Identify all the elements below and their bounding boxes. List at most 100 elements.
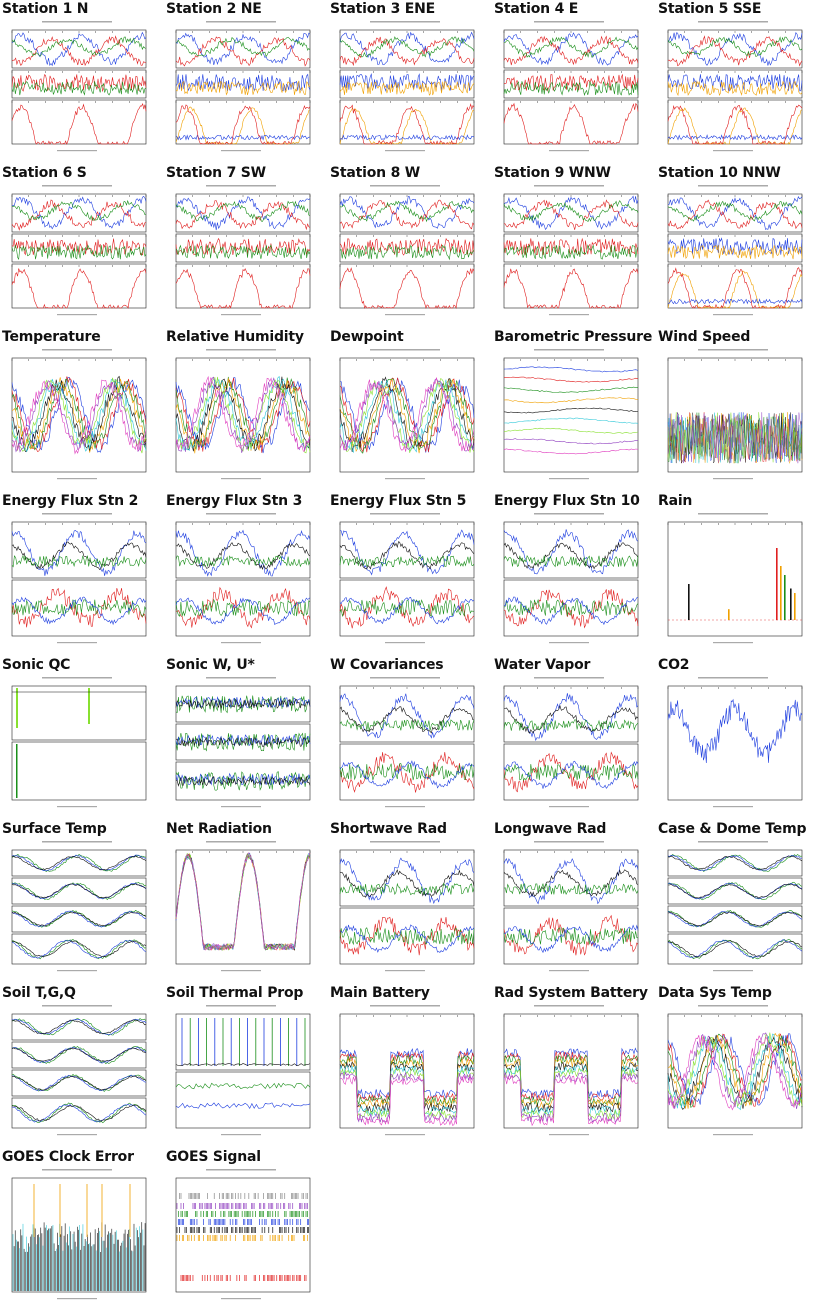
plot-title[interactable]: Sonic W, U* xyxy=(166,657,255,673)
plot-title[interactable]: Station 2 NE xyxy=(166,1,262,17)
plot-title[interactable]: Sonic QC xyxy=(2,657,71,673)
plot-thumbnail-graphic xyxy=(339,841,475,972)
plot-thumbnail[interactable] xyxy=(494,18,644,156)
plot-thumbnail[interactable] xyxy=(166,18,316,156)
plot-title[interactable]: Station 8 W xyxy=(330,165,421,181)
plot-title[interactable]: Station 5 SSE xyxy=(658,1,762,17)
plot-title[interactable]: Energy Flux Stn 3 xyxy=(166,493,303,509)
plot-thumbnail[interactable] xyxy=(166,674,316,812)
plot-title[interactable]: CO2 xyxy=(658,657,690,673)
plot-title[interactable]: Water Vapor xyxy=(494,657,591,673)
plot-title[interactable]: Surface Temp xyxy=(2,821,107,837)
plot-cell-energy-flux-stn-10: Energy Flux Stn 10 xyxy=(492,493,656,658)
plot-title[interactable]: Wind Speed xyxy=(658,329,751,345)
plot-cell-energy-flux-stn-3: Energy Flux Stn 3 xyxy=(164,493,328,658)
plot-title[interactable]: Station 1 N xyxy=(2,1,89,17)
plot-title[interactable]: Rain xyxy=(658,493,693,509)
plot-title[interactable]: Soil T,G,Q xyxy=(2,985,76,1001)
plot-thumbnail[interactable] xyxy=(166,346,316,484)
plot-thumbnail[interactable] xyxy=(2,510,152,648)
plot-cell-dewpoint: Dewpoint xyxy=(328,329,492,494)
plot-thumbnail[interactable] xyxy=(166,838,316,976)
plot-thumbnail-graphic xyxy=(175,21,311,152)
plot-title[interactable]: Station 3 ENE xyxy=(330,1,436,17)
plot-thumbnail[interactable] xyxy=(494,1002,644,1140)
plot-thumbnail[interactable] xyxy=(658,346,808,484)
plot-title[interactable]: Energy Flux Stn 2 xyxy=(2,493,139,509)
plot-cell-goes-clock-error: GOES Clock Error xyxy=(0,1149,164,1314)
plot-thumbnail[interactable] xyxy=(330,510,480,648)
plot-title[interactable]: Station 4 E xyxy=(494,1,579,17)
plot-title[interactable]: Station 9 WNW xyxy=(494,165,611,181)
plot-thumbnail[interactable] xyxy=(330,346,480,484)
plot-title[interactable]: Shortwave Rad xyxy=(330,821,447,837)
plot-title[interactable]: Longwave Rad xyxy=(494,821,607,837)
plot-thumbnail[interactable] xyxy=(330,838,480,976)
plot-thumbnail[interactable] xyxy=(166,1002,316,1140)
plot-thumbnail[interactable] xyxy=(2,674,152,812)
plot-thumbnail-graphic xyxy=(667,677,803,808)
plot-cell-sonic-qc: Sonic QC xyxy=(0,657,164,822)
plot-title[interactable]: Main Battery xyxy=(330,985,430,1001)
plot-title[interactable]: Dewpoint xyxy=(330,329,404,345)
plot-thumbnail[interactable] xyxy=(166,182,316,320)
plot-thumbnail[interactable] xyxy=(658,1002,808,1140)
plot-title[interactable]: Station 10 NNW xyxy=(658,165,781,181)
plot-thumbnail[interactable] xyxy=(658,182,808,320)
plot-thumbnail[interactable] xyxy=(166,510,316,648)
plot-cell-temperature: Temperature xyxy=(0,329,164,494)
plot-title[interactable]: Case & Dome Temp xyxy=(658,821,807,837)
plot-cell-station-4-e: Station 4 E xyxy=(492,1,656,166)
plot-thumbnail-graphic xyxy=(667,349,803,480)
plot-title[interactable]: Barometric Pressure xyxy=(494,329,653,345)
plot-thumbnail-graphic xyxy=(11,349,147,480)
plot-thumbnail[interactable] xyxy=(2,838,152,976)
plot-thumbnail[interactable] xyxy=(658,838,808,976)
plot-thumbnail[interactable] xyxy=(658,674,808,812)
plot-thumbnail-graphic xyxy=(11,841,147,972)
plot-title[interactable]: GOES Signal xyxy=(166,1149,261,1165)
plot-thumbnail[interactable] xyxy=(2,1002,152,1140)
plot-title[interactable]: Data Sys Temp xyxy=(658,985,772,1001)
plot-thumbnail[interactable] xyxy=(2,1166,152,1304)
plot-title[interactable]: Soil Thermal Prop xyxy=(166,985,304,1001)
plot-title[interactable]: Temperature xyxy=(2,329,101,345)
plot-title[interactable]: Energy Flux Stn 5 xyxy=(330,493,467,509)
plot-cell-station-5-sse: Station 5 SSE xyxy=(656,1,820,166)
plot-thumbnail-graphic xyxy=(667,1005,803,1136)
plot-cell-surface-temp: Surface Temp xyxy=(0,821,164,986)
plot-thumbnail[interactable] xyxy=(330,1002,480,1140)
plot-cell-soil-thermal-prop: Soil Thermal Prop xyxy=(164,985,328,1150)
plot-title[interactable]: GOES Clock Error xyxy=(2,1149,134,1165)
plot-thumbnail-graphic xyxy=(11,185,147,316)
plot-title[interactable]: Net Radiation xyxy=(166,821,272,837)
plot-title[interactable]: Station 7 SW xyxy=(166,165,266,181)
plot-thumbnail[interactable] xyxy=(658,18,808,156)
plot-thumbnail[interactable] xyxy=(330,18,480,156)
plot-title[interactable]: Station 6 S xyxy=(2,165,87,181)
plot-thumbnail[interactable] xyxy=(2,18,152,156)
plot-thumbnail[interactable] xyxy=(2,182,152,320)
plot-thumbnail[interactable] xyxy=(494,674,644,812)
plot-thumbnail[interactable] xyxy=(658,510,808,648)
plot-thumbnail[interactable] xyxy=(494,182,644,320)
plot-thumbnail[interactable] xyxy=(494,346,644,484)
plot-thumbnail[interactable] xyxy=(330,674,480,812)
plot-cell-wind-speed: Wind Speed xyxy=(656,329,820,494)
plot-thumbnail-graphic xyxy=(503,21,639,152)
plot-thumbnail[interactable] xyxy=(494,510,644,648)
plot-cell-net-radiation: Net Radiation xyxy=(164,821,328,986)
plot-thumbnail[interactable] xyxy=(166,1166,316,1304)
plot-title[interactable]: W Covariances xyxy=(330,657,444,673)
plot-thumbnail-graphic xyxy=(11,1005,147,1136)
plot-thumbnail[interactable] xyxy=(2,346,152,484)
plot-thumbnail-graphic xyxy=(175,513,311,644)
plot-title[interactable]: Relative Humidity xyxy=(166,329,304,345)
plot-title[interactable]: Rad System Battery xyxy=(494,985,648,1001)
plot-thumbnail-graphic xyxy=(175,349,311,480)
plot-thumbnail[interactable] xyxy=(494,838,644,976)
plot-thumbnail[interactable] xyxy=(330,182,480,320)
plot-title[interactable]: Energy Flux Stn 10 xyxy=(494,493,640,509)
plot-thumbnail-graphic xyxy=(11,21,147,152)
